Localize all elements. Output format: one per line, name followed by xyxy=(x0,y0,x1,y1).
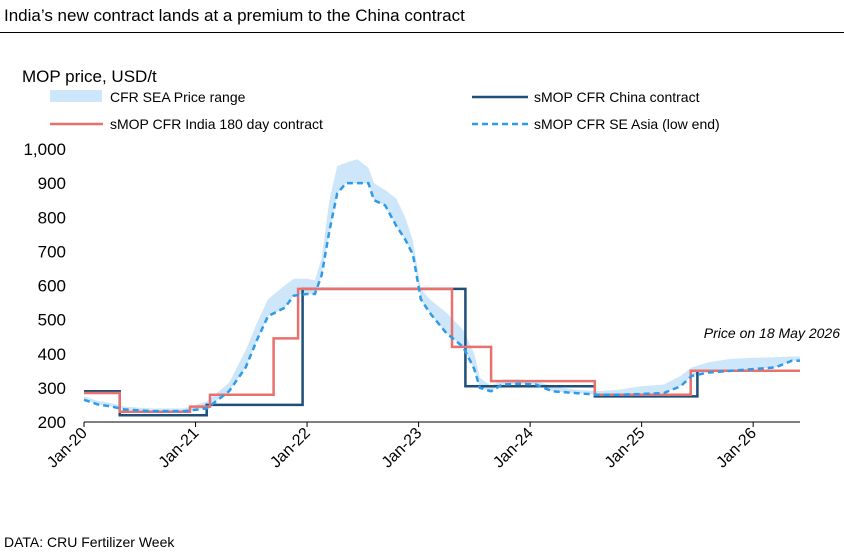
x-tick-label: Jan-24 xyxy=(490,425,537,472)
price-annotation: Price on 18 May 2026 xyxy=(704,325,840,341)
legend-label-china: sMOP CFR China contract xyxy=(534,89,700,105)
y-tick-label: 600 xyxy=(38,277,66,296)
chart-title: India’s new contract lands at a premium … xyxy=(4,6,465,25)
x-tick-label: Jan-25 xyxy=(602,425,649,472)
series-line-sea-low xyxy=(83,181,800,413)
series-range-band xyxy=(84,159,800,412)
legend-label-sea-low: sMOP CFR SE Asia (low end) xyxy=(534,116,720,132)
x-axis: Jan-20 Jan-21 Jan-22 Jan-23 Jan-24 Jan-25 Jan-… xyxy=(44,422,760,471)
y-tick-label: 1,000 xyxy=(23,140,66,159)
x-tick-label: Jan-21 xyxy=(156,425,203,472)
chart-canvas: MOP price, USD/t CFR SEA Price range sMO… xyxy=(22,67,840,471)
legend-label-india: sMOP CFR India 180 day contract xyxy=(110,116,323,132)
plot-area xyxy=(83,159,800,417)
y-tick-label: 400 xyxy=(38,345,66,364)
series-line-china xyxy=(84,287,800,417)
series-line-india xyxy=(84,287,800,414)
y-tick-label: 500 xyxy=(38,311,66,330)
y-tick-label: 700 xyxy=(38,242,66,261)
y-tick-label: 200 xyxy=(38,413,66,432)
x-tick-label: Jan-26 xyxy=(713,425,760,472)
x-tick-label: Jan-23 xyxy=(379,425,426,472)
y-tick-label: 300 xyxy=(38,379,66,398)
source-note: DATA: CRU Fertilizer Week xyxy=(4,534,175,550)
y-axis: 200 300 400 500 600 700 800 900 1,000 xyxy=(23,140,66,432)
y-axis-label: MOP price, USD/t xyxy=(22,67,157,86)
legend-swatch-range xyxy=(50,90,102,102)
y-tick-label: 800 xyxy=(38,208,66,227)
y-tick-label: 900 xyxy=(38,174,66,193)
title-divider xyxy=(0,32,844,33)
legend-label-range: CFR SEA Price range xyxy=(110,89,246,105)
x-tick-label: Jan-22 xyxy=(267,425,314,472)
legend: CFR SEA Price range sMOP CFR China contr… xyxy=(50,89,720,132)
